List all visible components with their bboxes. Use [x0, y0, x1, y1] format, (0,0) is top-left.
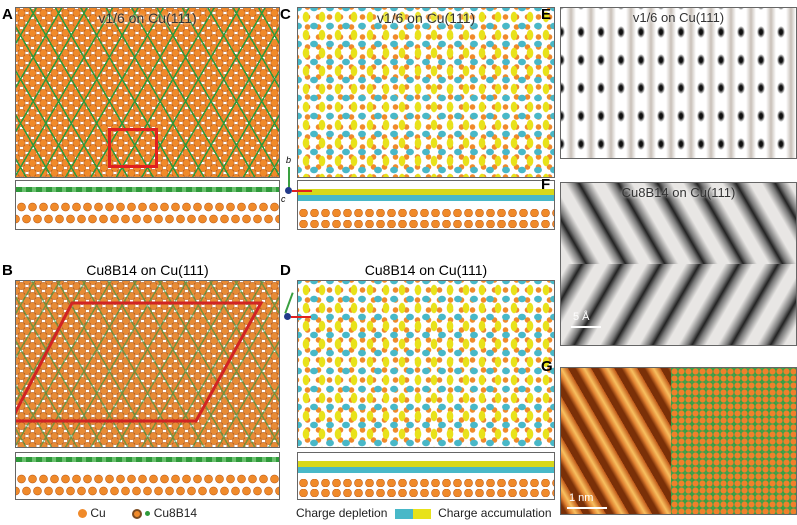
- panel-a-top-view: v1/6 on Cu(111): [15, 7, 280, 178]
- legend-depletion-label: Charge depletion: [296, 506, 388, 520]
- scale-bar-g: [567, 507, 607, 509]
- panel-label-a: A: [2, 6, 13, 23]
- axis-label-c: c: [281, 194, 286, 204]
- panel-g-stm-overlay: 1 nm: [560, 367, 797, 515]
- panel-label-b: B: [2, 262, 13, 279]
- scale-bar-label: 5 Å: [573, 311, 590, 323]
- axis-a-arrow-2: [291, 316, 311, 318]
- legend-cu8b14-label: Cu8B14: [153, 506, 198, 520]
- panel-e-title: v1/6 on Cu(111): [632, 10, 725, 25]
- legend-cu8b14: Cu8B14: [132, 506, 197, 520]
- panel-label-g: G: [541, 358, 553, 375]
- panel-b-title: Cu8B14 on Cu(111): [86, 262, 209, 278]
- boron-network: [16, 8, 279, 177]
- panel-label-e: E: [541, 6, 552, 23]
- panel-f-title: Cu8B14 on Cu(111): [621, 185, 736, 200]
- panel-e-stm-simulation: v1/6 on Cu(111): [560, 7, 797, 159]
- cu-atom-icon: [78, 509, 87, 519]
- panel-f-stm-simulation: Cu8B14 on Cu(111) 5 Å: [560, 182, 797, 346]
- unit-cell: [108, 128, 158, 168]
- axis-a-arrow: [292, 190, 312, 192]
- axis-b-arrow: [288, 167, 290, 189]
- panel-d-charge-density: [297, 280, 555, 448]
- charge-colorbar: [394, 508, 431, 519]
- panel-d-side-view: [297, 452, 555, 500]
- axis-b-arrow-2: [284, 292, 294, 314]
- cu-atom-icon: [132, 508, 142, 519]
- panel-d-title: Cu8B14 on Cu(111): [364, 262, 488, 278]
- boron-atom-icon: [145, 511, 151, 517]
- legend-cu-label: Cu: [90, 506, 106, 520]
- legend-charge: Charge depletion Charge accumulation: [296, 506, 552, 520]
- scale-bar-label-g: 1 nm: [569, 492, 594, 504]
- unit-cell: [16, 301, 264, 423]
- panel-a-side-view: [15, 180, 280, 230]
- panel-label-f: F: [541, 176, 551, 193]
- panel-b-top-view: [15, 280, 280, 448]
- panel-b-side-view: [15, 452, 280, 500]
- panel-c-side-view: [297, 180, 555, 230]
- legend-cu: Cu: [78, 506, 106, 520]
- panel-c-charge-density: v1/6 on Cu(111): [297, 7, 555, 178]
- stm-image: [561, 368, 671, 514]
- panel-label-c: C: [280, 6, 291, 23]
- scale-bar: [571, 326, 601, 328]
- panel-a-title: v1/6 on Cu(111): [98, 10, 197, 26]
- panel-label-d: D: [280, 262, 291, 279]
- panel-c-title: v1/6 on Cu(111): [376, 10, 476, 26]
- axis-c-dot: [285, 187, 292, 194]
- axis-c-dot-2: [284, 313, 291, 320]
- legend-accumulation-label: Charge accumulation: [438, 506, 552, 520]
- atomic-model-overlay: [671, 368, 796, 514]
- axis-label-b: b: [286, 155, 292, 165]
